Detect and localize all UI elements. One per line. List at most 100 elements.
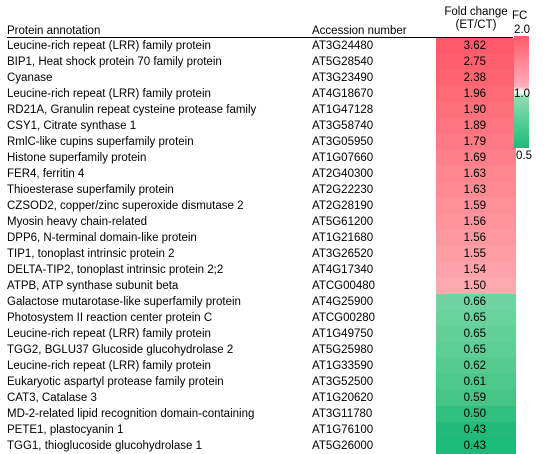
accession-number-cell: AT2G40300 [312, 168, 374, 180]
legend-title: FC [512, 10, 528, 22]
accession-number-cell: AT1G33590 [312, 360, 374, 372]
protein-annotation-cell: Histone superfamily protein [7, 152, 147, 164]
accession-number-cell: AT4G18670 [312, 88, 374, 100]
fold-change-header-line2: (ET/CT) [455, 19, 497, 31]
fold-change-cell: 0.43 [436, 422, 516, 438]
protein-annotation-cell: DPP6, N-terminal domain-like protein [7, 232, 197, 244]
accession-number-cell: AT2G22230 [312, 184, 374, 196]
accession-number-cell: AT1G07660 [312, 152, 374, 164]
accession-number-cell: AT1G20620 [312, 392, 374, 404]
column-header-fold-change: Fold change (ET/CT) [436, 6, 516, 32]
protein-annotation-cell: TGG2, BGLU37 Glucoside glucohydrolase 2 [7, 344, 234, 356]
fold-change-cell: 0.62 [436, 358, 516, 374]
fold-change-cell: 1.63 [436, 182, 516, 198]
legend-mid-label: 1.0 [514, 88, 530, 100]
fold-change-cell: 0.65 [436, 326, 516, 342]
table-row: DPP6, N-terminal domain-like protein AT1G… [0, 230, 550, 246]
table-row: BIP1, Heat shock protein 70 family prote… [0, 54, 550, 70]
protein-annotation-cell: Cyanase [7, 72, 53, 84]
protein-annotation-cell: BIP1, Heat shock protein 70 family prote… [7, 56, 222, 68]
fold-change-cell: 1.96 [436, 86, 516, 102]
fold-change-cell: 1.63 [436, 166, 516, 182]
table-row: DELTA-TIP2, tonoplast intrinsic protein … [0, 262, 550, 278]
fold-change-cell: 0.66 [436, 294, 516, 310]
fold-change-cell: 0.65 [436, 310, 516, 326]
protein-annotation-cell: Leucine-rich repeat (LRR) family protein [7, 88, 211, 100]
protein-annotation-cell: DELTA-TIP2, tonoplast intrinsic protein … [7, 264, 224, 276]
table-row: Photosystem II reaction center protein C… [0, 310, 550, 326]
protein-annotation-cell: Leucine-rich repeat (LRR) family protein [7, 328, 211, 340]
table-row: CAT3, Catalase 3 AT1G20620 0.59 [0, 390, 550, 406]
protein-annotation-cell: FER4, ferritin 4 [7, 168, 85, 180]
table-row: Leucine-rich repeat (LRR) family protein… [0, 38, 550, 54]
fold-change-cell: 0.65 [436, 342, 516, 358]
protein-annotation-cell: TGG1, thioglucoside glucohydrolase 1 [7, 440, 202, 452]
fold-change-cell: 1.50 [436, 278, 516, 294]
protein-annotation-cell: Eukaryotic aspartyl protease family prot… [7, 376, 224, 388]
table-row: CSY1, Citrate synthase 1 AT3G58740 1.89 [0, 118, 550, 134]
fold-change-cell: 0.59 [436, 390, 516, 406]
table-row: RmlC-like cupins superfamily protein AT3G… [0, 134, 550, 150]
fold-change-cell: 3.62 [436, 38, 516, 54]
accession-number-cell: AT4G25900 [312, 296, 374, 308]
table-row: TGG2, BGLU37 Glucoside glucohydrolase 2 A… [0, 342, 550, 358]
fold-change-cell: 0.50 [436, 406, 516, 422]
fold-change-cell: 1.69 [436, 150, 516, 166]
table-row: ATPB, ATP synthase subunit beta ATCG00480… [0, 278, 550, 294]
legend-max-label: 2.0 [514, 24, 530, 36]
accession-number-cell: AT3G52500 [312, 376, 374, 388]
table-row: TGG1, thioglucoside glucohydrolase 1 AT5G… [0, 438, 550, 454]
table-row: Myosin heavy chain-related AT5G61200 1.56 [0, 214, 550, 230]
legend-min-label: 0.5 [516, 150, 532, 162]
accession-number-cell: AT5G26000 [312, 440, 374, 452]
fold-change-cell: 1.59 [436, 198, 516, 214]
accession-number-cell: AT5G25980 [312, 344, 374, 356]
protein-annotation-cell: Leucine-rich repeat (LRR) family protein [7, 40, 211, 52]
accession-number-cell: ATCG00480 [312, 280, 376, 292]
table-row: FER4, ferritin 4 AT2G40300 1.63 [0, 166, 550, 182]
protein-annotation-cell: PETE1, plastocyanin 1 [7, 424, 124, 436]
protein-annotation-cell: RmlC-like cupins superfamily protein [7, 136, 194, 148]
accession-number-cell: AT3G11780 [312, 408, 373, 420]
protein-annotation-cell: CZSOD2, copper/zinc superoxide dismutase… [7, 200, 244, 212]
accession-number-cell: AT3G26520 [312, 248, 374, 260]
protein-annotation-cell: Thioesterase superfamily protein [7, 184, 174, 196]
accession-number-cell: AT2G28190 [312, 200, 374, 212]
fold-change-cell: 1.90 [436, 102, 516, 118]
table-row: Thioesterase superfamily protein AT2G2223… [0, 182, 550, 198]
accession-number-cell: AT1G49750 [312, 328, 374, 340]
accession-number-cell: AT1G76100 [312, 424, 374, 436]
accession-number-cell: AT3G58740 [312, 120, 374, 132]
protein-annotation-cell: ATPB, ATP synthase subunit beta [7, 280, 179, 292]
table-row: MD-2-related lipid recognition domain-co… [0, 406, 550, 422]
column-header-annotation: Protein annotation [7, 25, 101, 37]
legend-color-scale [514, 36, 529, 148]
protein-annotation-cell: Galactose mutarotase-like superfamily pr… [7, 296, 241, 308]
table-row: Leucine-rich repeat (LRR) family protein… [0, 358, 550, 374]
table-row: PETE1, plastocyanin 1 AT1G76100 0.43 [0, 422, 550, 438]
protein-annotation-cell: Photosystem II reaction center protein C [7, 312, 213, 324]
fold-change-cell: 1.54 [436, 262, 516, 278]
fold-change-cell: 1.56 [436, 214, 516, 230]
table-row: Histone superfamily protein AT1G07660 1.69 [0, 150, 550, 166]
protein-annotation-cell: MD-2-related lipid recognition domain-co… [7, 408, 255, 420]
protein-annotation-cell: Myosin heavy chain-related [7, 216, 147, 228]
fold-change-cell: 2.75 [436, 54, 516, 70]
table-row: Leucine-rich repeat (LRR) family protein… [0, 86, 550, 102]
accession-number-cell: AT5G28540 [312, 56, 374, 68]
fold-change-cell: 1.89 [436, 118, 516, 134]
protein-annotation-cell: RD21A, Granulin repeat cysteine protease… [7, 104, 257, 116]
protein-annotation-cell: TIP1, tonoplast intrinsic protein 2 [7, 248, 175, 260]
table-row: Eukaryotic aspartyl protease family prot… [0, 374, 550, 390]
accession-number-cell: AT1G47128 [312, 104, 374, 116]
table-row: RD21A, Granulin repeat cysteine protease… [0, 102, 550, 118]
fold-change-cell: 2.38 [436, 70, 516, 86]
table-row: CZSOD2, copper/zinc superoxide dismutase… [0, 198, 550, 214]
fold-change-cell: 0.61 [436, 374, 516, 390]
accession-number-cell: AT4G17340 [312, 264, 374, 276]
accession-number-cell: AT3G23490 [312, 72, 374, 84]
table-row: Galactose mutarotase-like superfamily pr… [0, 294, 550, 310]
table-row: Leucine-rich repeat (LRR) family protein… [0, 326, 550, 342]
protein-annotation-cell: CAT3, Catalase 3 [7, 392, 97, 404]
table-row: Cyanase AT3G23490 2.38 [0, 70, 550, 86]
